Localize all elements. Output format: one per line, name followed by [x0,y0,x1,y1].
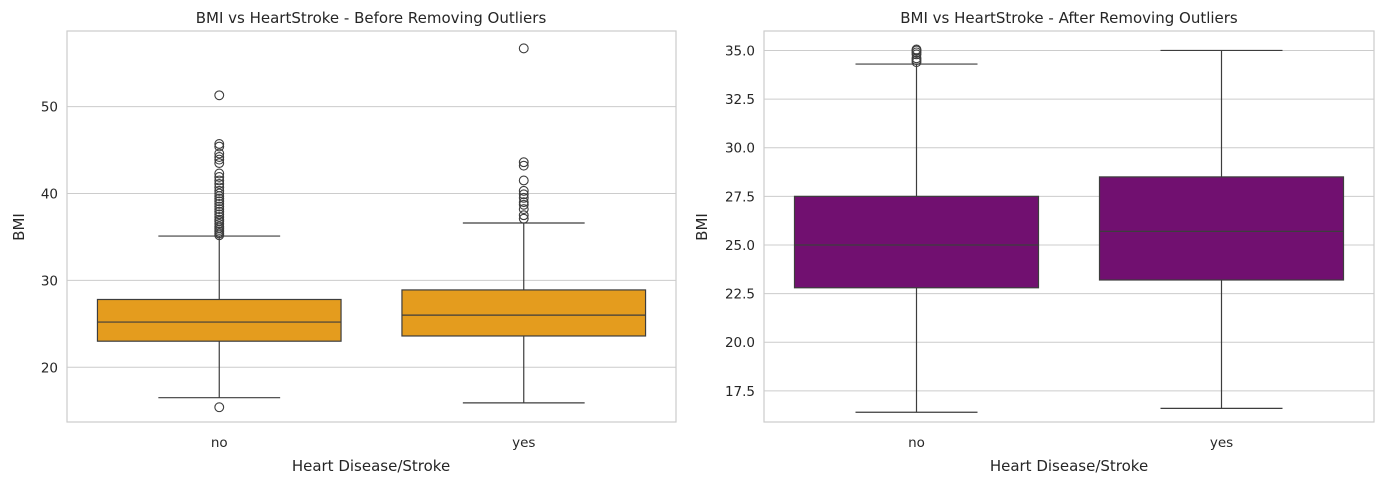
outlier-point [518,189,529,200]
left-panel: BMI vs HeartStroke - Before Removing Out… [10,9,677,475]
left-box-yes [401,43,647,404]
outlier-point [518,204,529,215]
right-plot-area: 17.5 20.0 22.5 25.0 27.5 30.0 32.5 35.0 no yes [725,30,1375,451]
right-y-tick-label: 22.5 [725,287,755,303]
right-box-no [793,44,1040,413]
outlier-point [518,157,529,168]
left-y-tick-label: 20 [41,360,58,376]
outlier-point [214,154,225,165]
right-y-axis-label: BMI [693,213,711,241]
outlier-point [214,148,225,159]
right-x-tick-label: yes [1210,435,1233,451]
right-x-tick-label: no [908,435,925,451]
outlier-point [214,168,225,179]
right-y-tick-label: 25.0 [725,238,755,254]
outlier-point [214,204,225,215]
right-y-tick-label: 27.5 [725,189,755,205]
iqr-box [96,298,342,342]
outlier-point [518,160,529,171]
outlier-point [518,199,529,210]
right-box-yes [1098,49,1345,409]
right-panel: BMI vs HeartStroke - After Removing Outl… [693,9,1375,475]
left-x-tick-label: yes [512,435,535,451]
right-y-tick-label: 35.0 [725,43,755,59]
outlier-point [214,175,225,186]
left-x-axis-label: Heart Disease/Stroke [292,457,450,475]
right-chart-title: BMI vs HeartStroke - After Removing Outl… [900,9,1238,27]
left-box-no [96,90,342,413]
outlier-point [214,139,225,149]
left-plot-frame [66,30,677,423]
right-y-tick-label: 20.0 [725,335,755,351]
left-chart-title: BMI vs HeartStroke - Before Removing Out… [196,9,547,27]
outlier-point [214,206,225,217]
left-plot-area: 20 30 40 50 no yes [41,30,677,451]
outlier-point [518,197,529,208]
right-plot-frame [763,30,1375,423]
outlier-point [518,210,529,221]
outlier-point [214,158,225,169]
outlier-point [214,209,225,220]
left-y-axis-label: BMI [10,213,28,241]
left-y-tick-label: 30 [41,273,58,289]
outlier-point [214,178,225,189]
right-y-tick-label: 30.0 [725,141,755,157]
outlier-point [214,214,225,225]
right-x-axis-label: Heart Disease/Stroke [990,457,1148,475]
outlier-point [518,43,529,54]
outlier-point [214,402,225,413]
left-y-tick-label: 40 [41,186,58,202]
outlier-point [214,201,225,212]
outlier-point [518,185,529,196]
outlier-point [911,44,922,55]
left-y-tick-label: 50 [41,100,58,116]
outlier-point [214,152,225,162]
outlier-point [214,188,225,199]
outlier-point [214,182,225,193]
outlier-point [214,90,225,101]
right-y-tick-label: 17.5 [725,384,755,400]
outlier-point [214,196,225,207]
outlier-point [518,175,529,186]
outlier-point [214,141,225,152]
outlier-point [214,218,225,229]
iqr-box [401,289,647,337]
outlier-point [214,198,225,209]
iqr-box [793,195,1040,289]
outlier-point [214,185,225,196]
right-y-tick-label: 32.5 [725,92,755,108]
outlier-point [214,211,225,222]
iqr-box [1098,176,1345,281]
outlier-point [518,213,529,224]
left-x-tick-label: no [211,435,228,451]
outlier-point [214,172,225,182]
outlier-point [214,221,225,232]
outlier-point [214,193,225,204]
outlier-point [518,192,529,203]
